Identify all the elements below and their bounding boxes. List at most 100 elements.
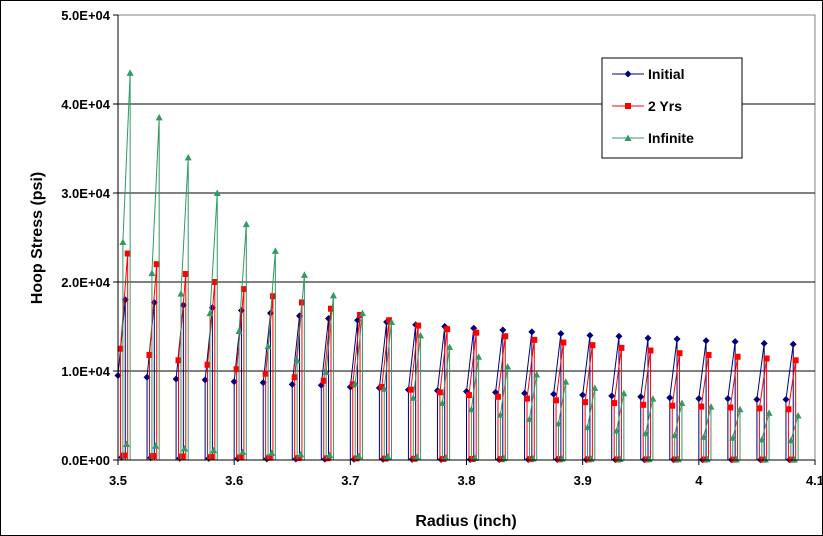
data-point-diamond — [121, 296, 129, 304]
data-point-diamond — [666, 394, 674, 402]
data-point-triangle — [409, 394, 417, 401]
data-point-triangle — [297, 450, 305, 458]
data-point-triangle — [264, 342, 272, 350]
data-point-diamond — [724, 395, 732, 403]
legend-item: Infinite — [612, 130, 694, 146]
data-point-square — [647, 347, 654, 354]
data-point-diamond — [782, 395, 790, 403]
data-point-square — [211, 279, 218, 285]
data-point-diamond — [789, 340, 797, 348]
data-point-triangle — [438, 399, 446, 407]
data-point-square — [614, 456, 621, 463]
data-point-square — [153, 261, 160, 268]
y-tick-label: 4.0E+04 — [61, 97, 111, 112]
data-point-square — [117, 345, 124, 352]
data-point-triangle — [584, 423, 592, 431]
data-point-triangle — [210, 446, 218, 454]
data-point-triangle — [155, 113, 163, 121]
axes — [113, 14, 816, 465]
data-point-triangle — [732, 455, 740, 463]
data-point-square — [643, 456, 650, 463]
data-point-square — [785, 406, 792, 413]
data-point-square — [527, 456, 534, 463]
data-point-square — [585, 456, 592, 463]
data-point-triangle — [413, 453, 421, 461]
data-point-square — [291, 374, 298, 381]
data-point-triangle — [562, 378, 570, 385]
data-point-diamond — [624, 70, 632, 78]
x-tick-label: 3.5 — [109, 473, 127, 488]
data-point-square — [465, 392, 472, 399]
data-point-triangle — [300, 271, 308, 278]
data-point-triangle — [467, 405, 475, 413]
data-point-triangle — [703, 455, 711, 463]
data-point-triangle — [322, 368, 330, 375]
data-point-triangle — [761, 455, 769, 463]
y-axis-title: Hoop Stress (psi) — [29, 172, 46, 304]
data-point-diamond — [586, 331, 594, 339]
data-point-square — [179, 453, 186, 460]
data-point-diamond — [557, 330, 565, 338]
data-point-diamond — [237, 306, 245, 314]
y-tick-label: 3.0E+04 — [61, 186, 111, 201]
data-point-triangle — [533, 371, 541, 378]
data-point-triangle — [242, 220, 250, 228]
data-point-diamond — [150, 298, 158, 306]
data-point-triangle — [736, 405, 744, 413]
data-point-square — [756, 405, 763, 412]
data-point-triangle — [678, 399, 686, 407]
data-point-triangle — [620, 389, 628, 397]
data-point-square — [792, 357, 799, 364]
data-point-triangle — [123, 440, 131, 447]
data-point-square — [262, 370, 269, 377]
y-tick-label: 1.0E+04 — [61, 364, 111, 379]
data-point-diamond — [695, 395, 703, 403]
data-point-square — [324, 455, 331, 462]
data-point-triangle — [213, 189, 221, 196]
y-tick-label: 2.0E+04 — [61, 275, 111, 290]
data-point-triangle — [442, 454, 450, 461]
data-point-triangle — [181, 444, 189, 452]
data-point-diamond — [172, 375, 180, 383]
data-point-diamond — [644, 334, 652, 342]
data-point-diamond — [288, 380, 296, 388]
x-tick-label: 4 — [695, 473, 703, 488]
data-point-diamond — [702, 337, 710, 345]
data-point-square — [295, 454, 302, 461]
legend-label: Initial — [648, 66, 685, 82]
data-point-triangle — [177, 290, 185, 297]
data-point-triangle — [235, 327, 243, 334]
data-point-square — [618, 344, 625, 351]
data-point-diamond — [499, 326, 507, 334]
data-point-square — [233, 366, 240, 373]
data-point-square — [320, 377, 327, 384]
data-point-triangle — [758, 436, 766, 443]
data-point-square — [556, 456, 563, 463]
tick-labels: 0.0E+00 1.0E+04 2.0E+04 3.0E+04 4.0E+04 5.0E+… — [61, 8, 823, 488]
data-point-triangle — [239, 448, 247, 455]
data-point-triangle — [119, 238, 127, 245]
data-point-triangle — [471, 454, 479, 461]
data-point-diamond — [521, 389, 529, 397]
data-point-diamond — [608, 392, 616, 400]
data-point-square — [237, 454, 244, 461]
data-point-square — [473, 329, 480, 336]
data-point-triangle — [152, 442, 160, 449]
data-point-triangle — [326, 451, 334, 459]
data-point-triangle — [794, 412, 802, 419]
data-point-diamond — [230, 378, 238, 386]
data-point-triangle — [351, 379, 359, 387]
data-point-diamond — [579, 391, 587, 399]
data-point-diamond — [259, 379, 267, 387]
y-tick-label: 0.0E+00 — [61, 453, 110, 468]
data-point-square — [146, 351, 153, 358]
data-point-diamond — [731, 338, 739, 346]
data-point-triangle — [674, 455, 682, 463]
data-point-square — [327, 305, 334, 312]
legend-label: 2 Yrs — [648, 98, 682, 114]
data-point-triangle — [525, 415, 533, 423]
data-point-square — [349, 381, 356, 388]
x-tick-label: 3.6 — [225, 473, 243, 488]
data-point-triangle — [729, 434, 737, 441]
